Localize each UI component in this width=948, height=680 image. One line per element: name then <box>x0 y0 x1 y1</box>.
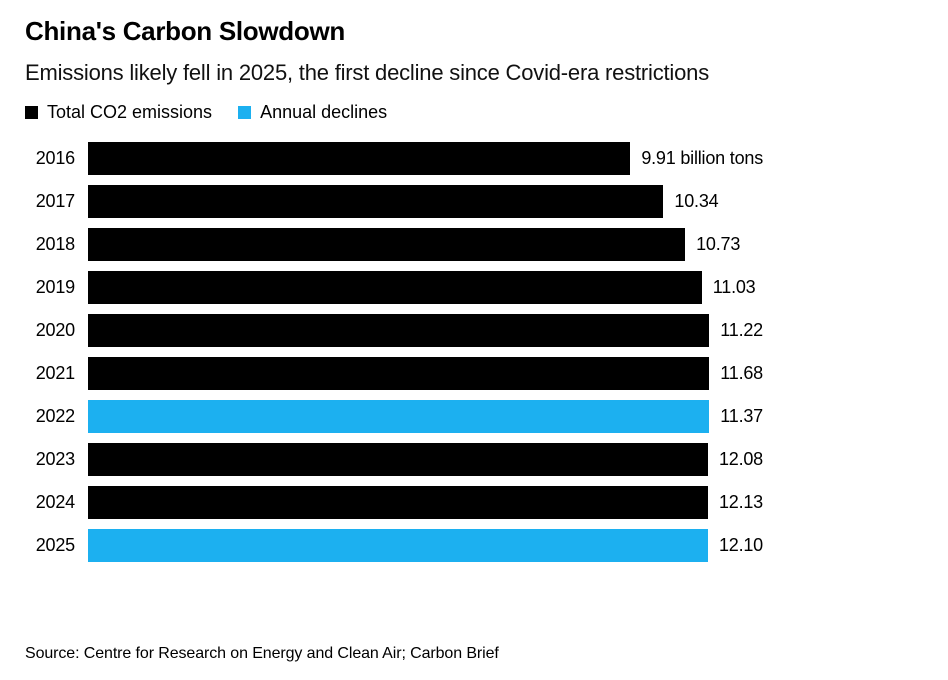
bar-track: 9.91 billion tons <box>88 142 763 175</box>
year-label: 2016 <box>35 148 75 168</box>
bar-track: 12.13 <box>88 486 763 519</box>
year-label: 2020 <box>35 320 75 340</box>
year-label: 2024 <box>35 492 75 512</box>
bar-row: 2019 11.03 <box>25 266 923 309</box>
bar <box>88 271 702 304</box>
legend-label: Total CO2 emissions <box>47 102 213 122</box>
bar <box>88 142 631 175</box>
bar <box>88 486 708 519</box>
year-label: 2021 <box>35 363 75 383</box>
bar-track: 11.37 <box>88 400 763 433</box>
bar-row: 2020 11.22 <box>25 309 923 352</box>
bar <box>88 185 664 218</box>
bar <box>88 529 708 562</box>
source-note: Source: Centre for Research on Energy an… <box>25 645 499 662</box>
bar-row: 2022 11.37 <box>25 395 923 438</box>
legend-item-annual-declines: Annual declines <box>238 102 387 123</box>
bar-row: 2025 12.10 <box>25 524 923 567</box>
bar-chart: 2016 9.91 billion tons 2017 10.34 2018 1… <box>25 137 923 567</box>
bar-row: 2024 12.13 <box>25 481 923 524</box>
bar-row: 2021 11.68 <box>25 352 923 395</box>
legend-swatch-blue-icon <box>238 106 252 119</box>
year-label: 2023 <box>35 449 75 469</box>
bar-row: 2016 9.91 billion tons <box>25 137 923 180</box>
chart-title: China's Carbon Slowdown <box>25 16 345 46</box>
value-label: 12.13 <box>718 492 763 512</box>
year-label: 2018 <box>35 234 75 254</box>
value-label: 12.10 <box>718 535 763 555</box>
legend-item-total-emissions: Total CO2 emissions <box>25 102 212 123</box>
bar-track: 12.08 <box>88 443 763 476</box>
value-label: 11.22 <box>720 320 763 340</box>
value-label: 10.34 <box>674 191 719 211</box>
bar-track: 11.22 <box>88 314 763 347</box>
bar <box>88 357 710 390</box>
legend-swatch-black-icon <box>25 106 38 119</box>
value-label: 11.68 <box>720 363 763 383</box>
bar-track: 10.34 <box>88 185 763 218</box>
bar <box>88 443 708 476</box>
year-label: 2019 <box>35 277 75 297</box>
year-label: 2025 <box>35 535 75 555</box>
bar <box>88 314 710 347</box>
legend-label: Annual declines <box>260 102 388 122</box>
bar-track: 11.03 <box>88 271 763 304</box>
value-label: 12.08 <box>718 449 763 469</box>
bar-row: 2018 10.73 <box>25 223 923 266</box>
value-label: 11.03 <box>712 277 756 297</box>
bar <box>88 228 686 261</box>
value-label: 9.91 billion tons <box>641 148 763 168</box>
year-label: 2017 <box>35 191 75 211</box>
year-label: 2022 <box>35 406 75 426</box>
bar-track: 11.68 <box>88 357 763 390</box>
bar-row: 2023 12.08 <box>25 438 923 481</box>
value-label: 11.37 <box>720 406 763 426</box>
bar-row: 2017 10.34 <box>25 180 923 223</box>
value-label: 10.73 <box>696 234 741 254</box>
bar-rows: 2016 9.91 billion tons 2017 10.34 2018 1… <box>25 137 923 567</box>
legend: Total CO2 emissions Annual declines <box>25 102 923 123</box>
bar <box>88 400 710 433</box>
chart-subtitle: Emissions likely fell in 2025, the first… <box>25 60 709 85</box>
bar-track: 10.73 <box>88 228 763 261</box>
bar-track: 12.10 <box>88 529 763 562</box>
